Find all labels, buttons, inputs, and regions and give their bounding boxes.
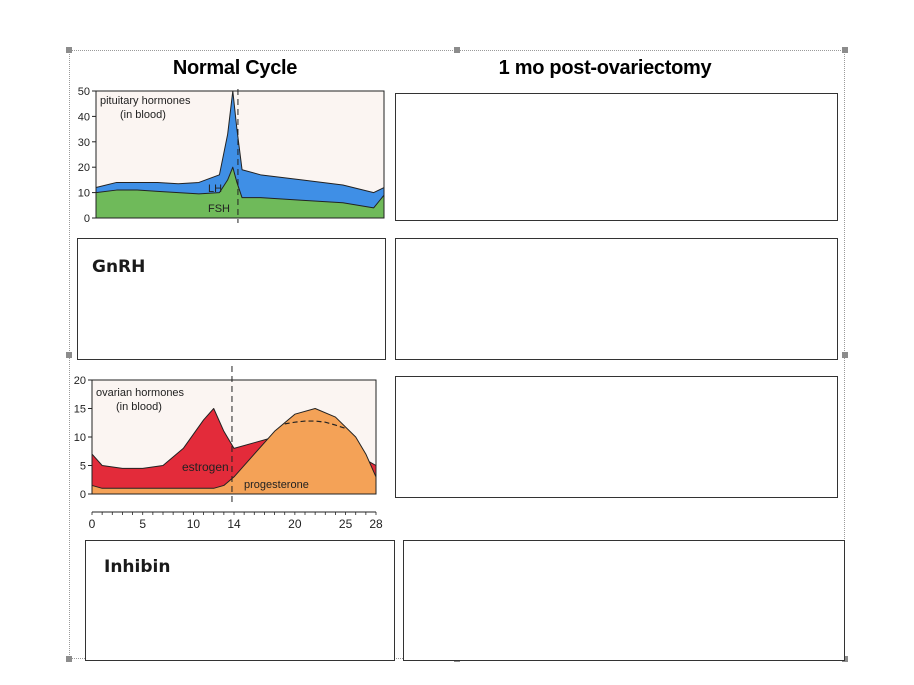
- pituitary-hormones-chart: 0 10 20 30 40 50 pituitary hormones (in blood) L…: [78, 86, 385, 225]
- series-label-fsh: FSH: [208, 203, 230, 215]
- x-tick-label: 10: [187, 517, 201, 530]
- resize-handle-middle-right[interactable]: [842, 352, 848, 358]
- y-tick-label: 0: [84, 213, 90, 225]
- inhibin-label: Inhibin: [104, 557, 171, 577]
- resize-handle-top-left[interactable]: [66, 47, 72, 53]
- fsh-area: [95, 166, 385, 219]
- y-tick-label: 20: [78, 162, 90, 174]
- x-tick-label: 5: [139, 517, 146, 530]
- answer-box-gnrh-normal[interactable]: GnRH: [77, 238, 386, 360]
- resize-handle-middle-left[interactable]: [66, 352, 72, 358]
- x-tick-label: 0: [89, 517, 96, 530]
- header-normal-cycle: Normal Cycle: [172, 57, 298, 79]
- series-label-estrogen: estrogen: [182, 460, 229, 474]
- y-tick-label: 5: [80, 461, 86, 473]
- resize-handle-bottom-left[interactable]: [66, 656, 72, 662]
- y-tick-label: 10: [78, 188, 90, 200]
- answer-box-inhibin-normal[interactable]: Inhibin: [85, 540, 395, 661]
- y-tick-label: 0: [80, 489, 86, 501]
- pituitary-chart: 0 10 20 30 40 50 pituitary hormones (in blood) L…: [70, 80, 390, 225]
- series-label-progesterone: progesterone: [244, 479, 309, 491]
- x-tick-label: 25: [339, 517, 353, 530]
- series-label-lh: LH: [208, 183, 222, 195]
- answer-box-pituitary[interactable]: [395, 93, 838, 221]
- progesterone-area: [91, 408, 377, 495]
- y-tick-label: 40: [78, 111, 90, 123]
- chart-title-line: ovarian hormones: [96, 387, 185, 399]
- ovarian-chart: 0 5 10 15 20 ovarian hormones (in blood) estrog…: [70, 364, 405, 531]
- answer-box-gnrh-post[interactable]: [395, 238, 838, 360]
- answer-box-ovarian-post[interactable]: [395, 376, 838, 498]
- chart-title-line: (in blood): [116, 401, 162, 413]
- x-tick-label: 14: [227, 517, 241, 530]
- y-tick-label: 15: [74, 404, 86, 416]
- answer-box-inhibin-post[interactable]: [403, 540, 845, 661]
- ovarian-hormones-chart: 0 5 10 15 20 ovarian hormones (in blood) estrog…: [74, 366, 383, 531]
- header-post-ovariectomy: 1 mo post-ovariectomy: [498, 57, 712, 79]
- y-tick-label: 10: [74, 432, 86, 444]
- chart-title-line: pituitary hormones: [100, 95, 191, 107]
- lh-area: [95, 90, 385, 219]
- resize-handle-top-right[interactable]: [842, 47, 848, 53]
- y-tick-label: 30: [78, 137, 90, 149]
- y-tick-label: 20: [74, 375, 86, 387]
- y-tick-label: 50: [78, 86, 90, 98]
- chart-title-line: (in blood): [120, 109, 166, 121]
- gnrh-label: GnRH: [92, 257, 146, 277]
- estrogen-dashed-curve: [284, 420, 346, 430]
- x-tick-label: 28: [369, 517, 383, 530]
- x-tick-label: 20: [288, 517, 302, 530]
- resize-handle-top-center[interactable]: [454, 47, 460, 53]
- resize-handle-bottom-right[interactable]: [842, 656, 848, 662]
